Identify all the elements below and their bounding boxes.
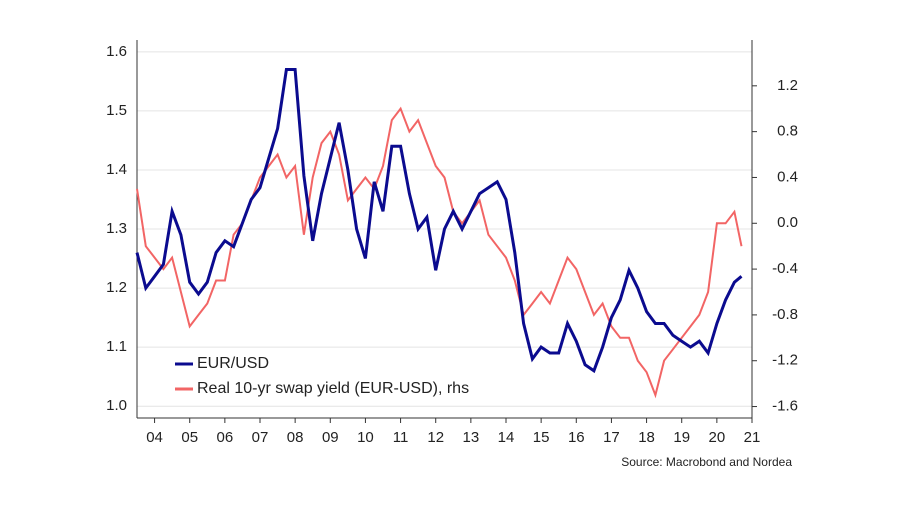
x-tick-label: 09 — [322, 429, 339, 446]
x-tick-label: 11 — [393, 429, 409, 446]
x-tick-label: 08 — [287, 429, 304, 446]
y-tick-label: 1.6 — [106, 43, 127, 60]
y-tick-label: 1.0 — [106, 397, 127, 414]
x-tick-label: 18 — [638, 429, 655, 446]
y-tick-label: 1.4 — [106, 161, 127, 178]
y2-tick-label: -0.4 — [772, 260, 798, 277]
x-tick-label: 04 — [146, 429, 163, 446]
y2-tick-label: -0.8 — [772, 306, 798, 323]
series-line — [136, 106, 743, 399]
y-tick-label: 1.3 — [106, 220, 127, 237]
y-tick-label: 1.1 — [106, 338, 127, 355]
x-tick-label: 20 — [709, 429, 726, 446]
source-note: Source: Macrobond and Nordea — [621, 455, 792, 469]
y2-tick-label: 1.2 — [777, 77, 798, 94]
x-tick-label: 21 — [744, 429, 761, 446]
y2-tick-label: 0.8 — [777, 123, 798, 140]
legend-label: Real 10-yr swap yield (EUR-USD), rhs — [197, 380, 469, 397]
x-tick-label: 10 — [357, 429, 374, 446]
y2-tick-label: 0.4 — [777, 168, 798, 185]
series-line — [135, 68, 743, 374]
x-tick-label: 14 — [498, 429, 515, 446]
x-tick-label: 12 — [427, 429, 444, 446]
x-tick-label: 16 — [568, 429, 585, 446]
x-tick-label: 05 — [181, 429, 198, 446]
y-tick-label: 1.5 — [106, 102, 127, 119]
x-tick-label: 13 — [463, 429, 480, 446]
y2-tick-label: 0.0 — [777, 214, 798, 231]
x-tick-label: 17 — [603, 429, 620, 446]
x-tick-label: 15 — [533, 429, 550, 446]
y2-tick-label: -1.2 — [772, 352, 798, 369]
y-tick-label: 1.2 — [106, 279, 127, 296]
y2-tick-label: -1.6 — [772, 398, 798, 415]
legend-label: EUR/USD — [197, 355, 269, 372]
x-tick-label: 07 — [252, 429, 269, 446]
x-tick-label: 19 — [673, 429, 690, 446]
x-tick-label: 06 — [217, 429, 234, 446]
